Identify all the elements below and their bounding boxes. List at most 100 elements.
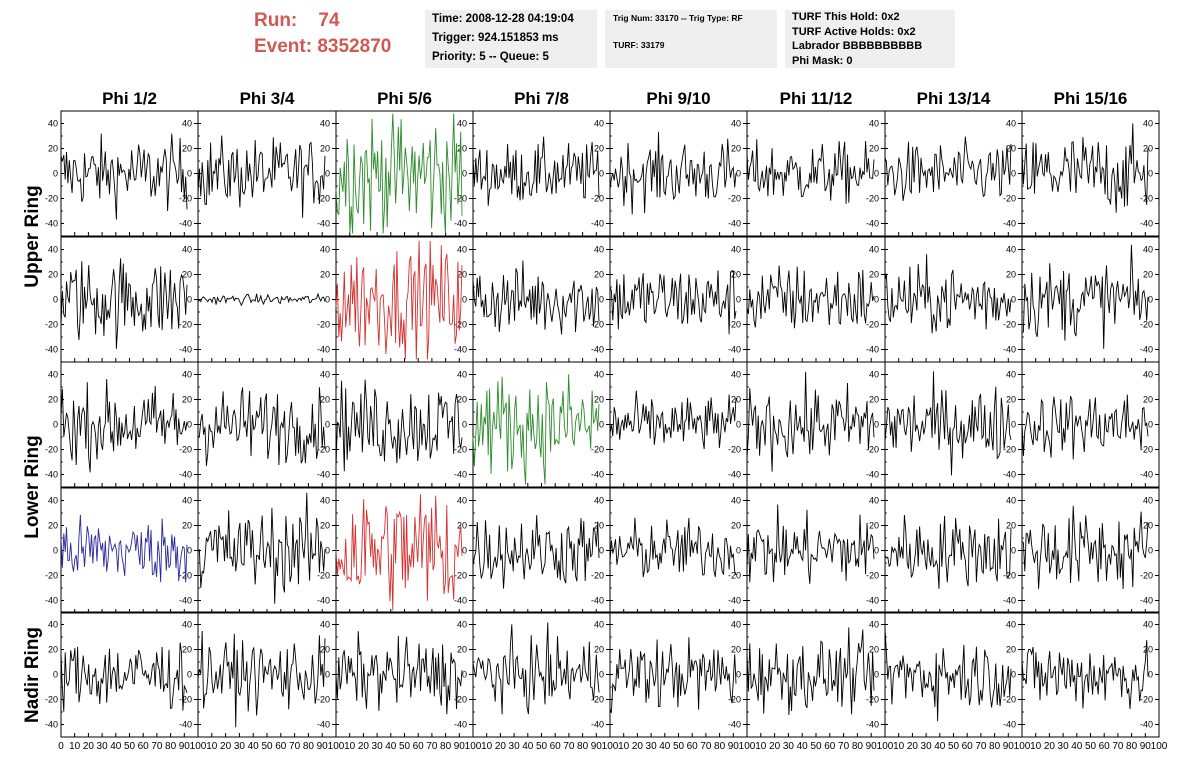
- y-tick-label: 40: [869, 620, 879, 630]
- x-tick-label: 80: [989, 741, 1001, 752]
- y-tick-label: 0: [187, 546, 192, 556]
- y-tick-label: 0: [325, 420, 330, 430]
- y-tick-label: 20: [457, 395, 467, 405]
- y-tick-label: 20: [457, 645, 467, 655]
- y-tick-label: 40: [731, 620, 741, 630]
- waveform-trace-r2-c8: [1021, 244, 1149, 349]
- column-title-1: Phi 1/2: [102, 89, 157, 108]
- waveform-trace-r4-c4: [472, 515, 600, 589]
- y-tick-label: -40: [454, 596, 467, 606]
- x-tick-label: 70: [975, 741, 987, 752]
- y-tick-label: 0: [1011, 169, 1016, 179]
- y-tick-label: -20: [454, 445, 467, 455]
- y-tick-label: 0: [874, 295, 879, 305]
- x-tick-label: 40: [934, 741, 946, 752]
- y-tick-label: 20: [320, 270, 330, 280]
- column-title-6: Phi 11/12: [780, 89, 853, 108]
- y-tick-label-left: 20: [48, 144, 58, 154]
- y-tick-label: 0: [462, 420, 467, 430]
- y-tick-label: 20: [182, 144, 192, 154]
- y-tick-label: 0: [462, 169, 467, 179]
- y-tick-label: -20: [591, 571, 604, 581]
- y-tick-label: 0: [736, 670, 741, 680]
- waveform-trace-r1-c6: [746, 139, 875, 204]
- y-tick-label: 0: [325, 169, 330, 179]
- x-tick-label: 30: [783, 741, 795, 752]
- x-tick-label: 10: [69, 741, 81, 752]
- y-tick-label: 0: [1148, 169, 1153, 179]
- y-tick-label: -20: [1003, 571, 1016, 581]
- x-tick-label: 50: [261, 741, 273, 752]
- y-tick-label: -40: [317, 219, 330, 229]
- x-tick-label: 50: [810, 741, 822, 752]
- x-tick-label: 10: [893, 741, 905, 752]
- y-tick-label: 40: [182, 370, 192, 380]
- y-tick-label: 0: [1148, 546, 1153, 556]
- event-value: 8352870: [317, 36, 392, 57]
- y-tick-label: 20: [869, 521, 879, 531]
- waveform-trace-r4-c7: [884, 514, 1012, 589]
- y-tick-label: 0: [1011, 295, 1016, 305]
- x-tick-label: 60: [824, 741, 836, 752]
- y-tick-label: -20: [866, 194, 879, 204]
- waveform-trace-r3-c3: [335, 379, 463, 472]
- panel-frame-r3-c6: [746, 361, 886, 488]
- trigger-info-box: Trig Num: 33170 -- Trig Type: RF TURF: 3…: [605, 10, 777, 68]
- panel-frame-r4-c4: [472, 487, 611, 614]
- x-tick-label: 40: [522, 741, 534, 752]
- y-tick-label: 0: [874, 670, 879, 680]
- x-tick-label: 70: [563, 741, 575, 752]
- y-tick-label: 40: [320, 370, 330, 380]
- y-tick-label: -40: [591, 219, 604, 229]
- y-tick-label: 40: [457, 245, 467, 255]
- y-tick-label: 20: [594, 144, 604, 154]
- trigger-text: Trigger: 924.151853 ms: [432, 32, 559, 44]
- y-tick-label: 20: [457, 521, 467, 531]
- y-tick-label: 20: [594, 645, 604, 655]
- y-tick-label: -40: [1140, 720, 1153, 730]
- y-tick-label: 0: [874, 420, 879, 430]
- waveform-trace-r3-c5: [609, 390, 737, 450]
- column-title-8: Phi 15/16: [1054, 89, 1128, 108]
- y-tick-label: 20: [182, 270, 192, 280]
- y-tick-label: 20: [731, 521, 741, 531]
- y-tick-label: 40: [869, 245, 879, 255]
- x-tick-label: 100: [1151, 741, 1168, 752]
- y-tick-label: 40: [594, 119, 604, 129]
- x-tick-label: 40: [797, 741, 809, 752]
- y-tick-label: -20: [317, 695, 330, 705]
- y-tick-label: -20: [317, 320, 330, 330]
- y-tick-label-left: -20: [45, 571, 58, 581]
- turf-info-box: TURF This Hold: 0x2 TURF Active Holds: 0…: [785, 10, 955, 68]
- waveform-trace-r4-c3: [335, 494, 463, 611]
- x-tick-label: 90: [728, 741, 740, 752]
- y-tick-label: 40: [1143, 245, 1153, 255]
- waveform-trace-r1-c3: [335, 113, 463, 234]
- y-tick-label: -40: [728, 470, 741, 480]
- waveform-trace-r2-c7: [884, 254, 1012, 334]
- waveform-trace-r2-c5: [609, 270, 737, 335]
- y-tick-label: -20: [179, 194, 192, 204]
- y-tick-label: 20: [869, 144, 879, 154]
- x-tick-label: 90: [454, 741, 466, 752]
- panel-frame-r3-c5: [609, 361, 748, 488]
- y-tick-label: 40: [731, 245, 741, 255]
- y-tick-label-left: 20: [48, 521, 58, 531]
- y-tick-label-left: 40: [48, 496, 58, 506]
- x-tick-label: 80: [303, 741, 315, 752]
- y-tick-label: -40: [1003, 470, 1016, 480]
- x-tick-label: 80: [1126, 741, 1138, 752]
- y-tick-label: -40: [591, 470, 604, 480]
- x-tick-label: 30: [921, 741, 933, 752]
- x-tick-label: 70: [289, 741, 301, 752]
- x-tick-label: 60: [962, 741, 974, 752]
- panel-frame-r5-c3: [335, 611, 474, 738]
- y-tick-label: 40: [1006, 496, 1016, 506]
- y-tick-label: 40: [182, 245, 192, 255]
- priority-text: Priority: 5 -- Queue: 5: [432, 51, 549, 63]
- x-tick-label: 70: [838, 741, 850, 752]
- y-tick-label: -40: [866, 470, 879, 480]
- waveform-trace-r4-c2: [197, 492, 326, 604]
- y-tick-label: 20: [731, 270, 741, 280]
- y-tick-label-left: 0: [53, 295, 58, 305]
